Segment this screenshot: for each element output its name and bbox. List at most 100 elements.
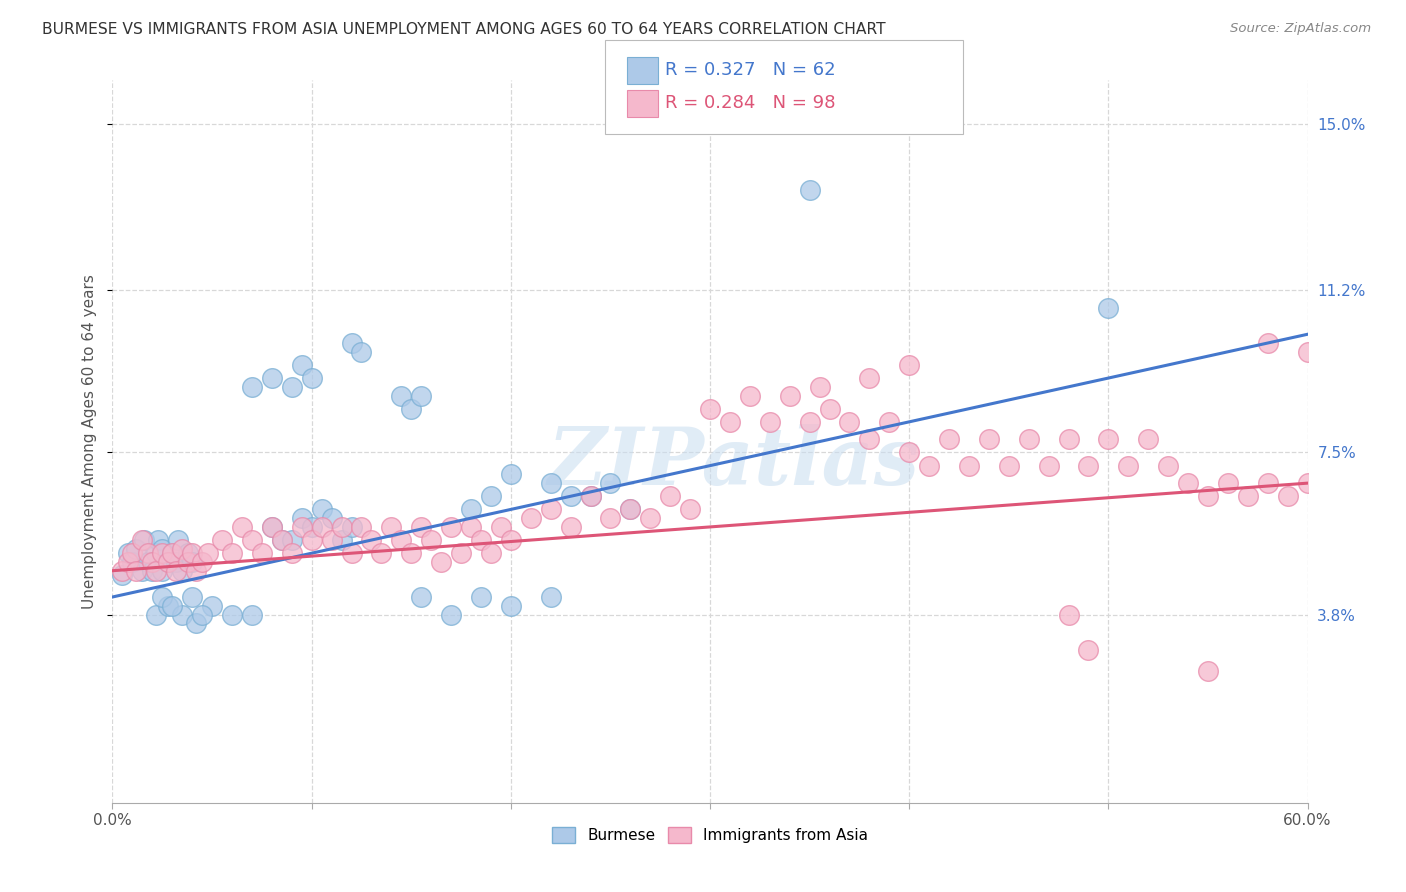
Point xyxy=(165,555,187,569)
Point xyxy=(141,564,163,578)
Point xyxy=(157,555,180,569)
Point xyxy=(240,380,263,394)
Text: R = 0.327   N = 62: R = 0.327 N = 62 xyxy=(665,62,835,79)
Point xyxy=(499,599,522,613)
Point xyxy=(619,502,641,516)
Point xyxy=(489,520,512,534)
Point xyxy=(301,371,323,385)
Point xyxy=(1157,458,1180,473)
Point xyxy=(111,568,134,582)
Point xyxy=(186,564,208,578)
Point xyxy=(898,358,921,372)
Point xyxy=(291,358,314,372)
Point xyxy=(145,607,167,622)
Point xyxy=(1237,489,1260,503)
Point xyxy=(311,502,333,516)
Point xyxy=(460,520,482,534)
Point xyxy=(191,607,214,622)
Point xyxy=(818,401,841,416)
Point xyxy=(579,489,602,503)
Point xyxy=(659,489,682,503)
Point xyxy=(157,555,180,569)
Point xyxy=(150,546,173,560)
Point xyxy=(389,533,412,547)
Point xyxy=(281,380,304,394)
Point xyxy=(1257,476,1279,491)
Point xyxy=(117,555,139,569)
Point xyxy=(138,555,160,569)
Point xyxy=(679,502,702,516)
Point xyxy=(145,546,167,560)
Point xyxy=(330,533,353,547)
Text: Source: ZipAtlas.com: Source: ZipAtlas.com xyxy=(1230,22,1371,36)
Point xyxy=(520,511,543,525)
Point xyxy=(181,546,204,560)
Point xyxy=(1197,489,1219,503)
Point xyxy=(1057,607,1080,622)
Point xyxy=(499,467,522,482)
Point xyxy=(1137,433,1160,447)
Point xyxy=(540,590,562,604)
Point xyxy=(898,445,921,459)
Point xyxy=(162,546,183,560)
Point xyxy=(270,533,292,547)
Point xyxy=(440,607,463,622)
Point xyxy=(121,546,143,560)
Point xyxy=(799,415,821,429)
Point xyxy=(858,433,880,447)
Point xyxy=(148,533,170,547)
Point xyxy=(1216,476,1239,491)
Point xyxy=(918,458,941,473)
Point xyxy=(858,371,880,385)
Point xyxy=(479,489,502,503)
Point xyxy=(560,489,582,503)
Point xyxy=(360,533,382,547)
Point xyxy=(460,502,482,516)
Point xyxy=(779,388,801,402)
Point xyxy=(411,388,433,402)
Point xyxy=(197,546,219,560)
Point xyxy=(389,388,412,402)
Point xyxy=(125,564,148,578)
Point xyxy=(470,590,492,604)
Point xyxy=(540,476,562,491)
Point xyxy=(350,344,373,359)
Point xyxy=(1277,489,1299,503)
Point xyxy=(977,433,1000,447)
Point xyxy=(1296,344,1319,359)
Point xyxy=(599,511,621,525)
Point xyxy=(165,564,187,578)
Point xyxy=(1077,642,1099,657)
Point xyxy=(340,546,363,560)
Point xyxy=(134,533,156,547)
Point xyxy=(879,415,901,429)
Point xyxy=(221,546,243,560)
Point xyxy=(157,599,180,613)
Point xyxy=(1077,458,1099,473)
Point xyxy=(1177,476,1199,491)
Point xyxy=(211,533,233,547)
Point xyxy=(186,616,208,631)
Point xyxy=(311,520,333,534)
Point xyxy=(470,533,492,547)
Point xyxy=(579,489,602,503)
Point xyxy=(1018,433,1040,447)
Point xyxy=(167,533,190,547)
Point xyxy=(1118,458,1140,473)
Point xyxy=(301,533,323,547)
Point xyxy=(117,546,139,560)
Point xyxy=(162,546,183,560)
Point xyxy=(111,564,134,578)
Point xyxy=(191,555,214,569)
Point xyxy=(145,564,167,578)
Point xyxy=(231,520,253,534)
Point xyxy=(411,590,433,604)
Text: BURMESE VS IMMIGRANTS FROM ASIA UNEMPLOYMENT AMONG AGES 60 TO 64 YEARS CORRELATI: BURMESE VS IMMIGRANTS FROM ASIA UNEMPLOY… xyxy=(42,22,886,37)
Point xyxy=(321,533,343,547)
Point xyxy=(938,433,960,447)
Point xyxy=(172,564,194,578)
Point xyxy=(1197,665,1219,679)
Point xyxy=(321,511,343,525)
Point xyxy=(411,520,433,534)
Point xyxy=(250,546,273,560)
